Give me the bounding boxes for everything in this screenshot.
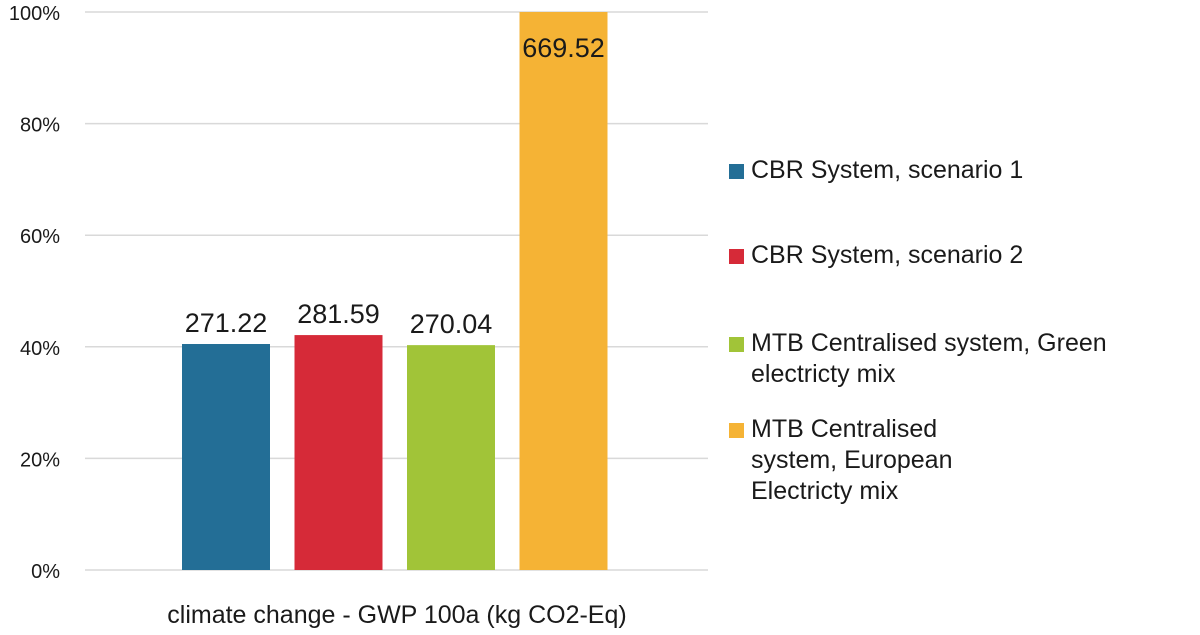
legend-item-cbr-scenario-2[interactable]: CBR System, scenario 2 [729, 240, 1200, 271]
data-label: 270.04 [410, 309, 493, 339]
legend-item-cbr-scenario-1[interactable]: CBR System, scenario 1 [729, 155, 1200, 186]
y-tick-label: 80% [20, 115, 60, 137]
y-tick-label: 40% [20, 338, 60, 360]
legend-label: MTB Centralised system, Green electricty… [751, 329, 1107, 388]
bars [182, 12, 608, 570]
legend-swatch [729, 337, 744, 352]
legend-swatch [729, 423, 744, 438]
y-tick-label: 60% [20, 226, 60, 248]
bar[interactable] [294, 335, 383, 570]
legend: CBR System, scenario 1 CBR System, scena… [729, 0, 1199, 635]
legend-label: CBR System, scenario 2 [751, 241, 1024, 269]
y-tick-label: 20% [20, 449, 60, 471]
data-label: 271.22 [185, 308, 268, 338]
bar[interactable] [182, 344, 270, 570]
data-label: 669.52 [522, 33, 605, 63]
data-label: 281.59 [297, 299, 380, 329]
legend-item-mtb-green-mix[interactable]: MTB Centralised system, Green electricty… [729, 328, 1200, 390]
gridlines [85, 11, 708, 571]
legend-label: CBR System, scenario 1 [751, 156, 1024, 184]
legend-swatch [729, 249, 744, 264]
data-labels: 271.22 281.59 270.04 669.52 [185, 33, 605, 339]
legend-swatch [729, 164, 744, 179]
x-axis-label: climate change - GWP 100a (kg CO2-Eq) [167, 601, 626, 629]
y-tick-label: 100% [9, 3, 60, 25]
bar-chart: 0% 20% 40% 60% 80% 100% 271.22 281.59 270.04 669… [9, 3, 708, 629]
y-axis-tick-labels: 0% 20% 40% 60% 80% 100% [9, 3, 60, 583]
y-tick-label: 0% [31, 561, 60, 583]
legend-item-mtb-european-mix[interactable]: MTB Centralised system, European Electri… [729, 414, 986, 507]
bar[interactable] [519, 12, 608, 570]
legend-label: MTB Centralised system, European Electri… [751, 415, 953, 505]
bar[interactable] [407, 345, 495, 570]
